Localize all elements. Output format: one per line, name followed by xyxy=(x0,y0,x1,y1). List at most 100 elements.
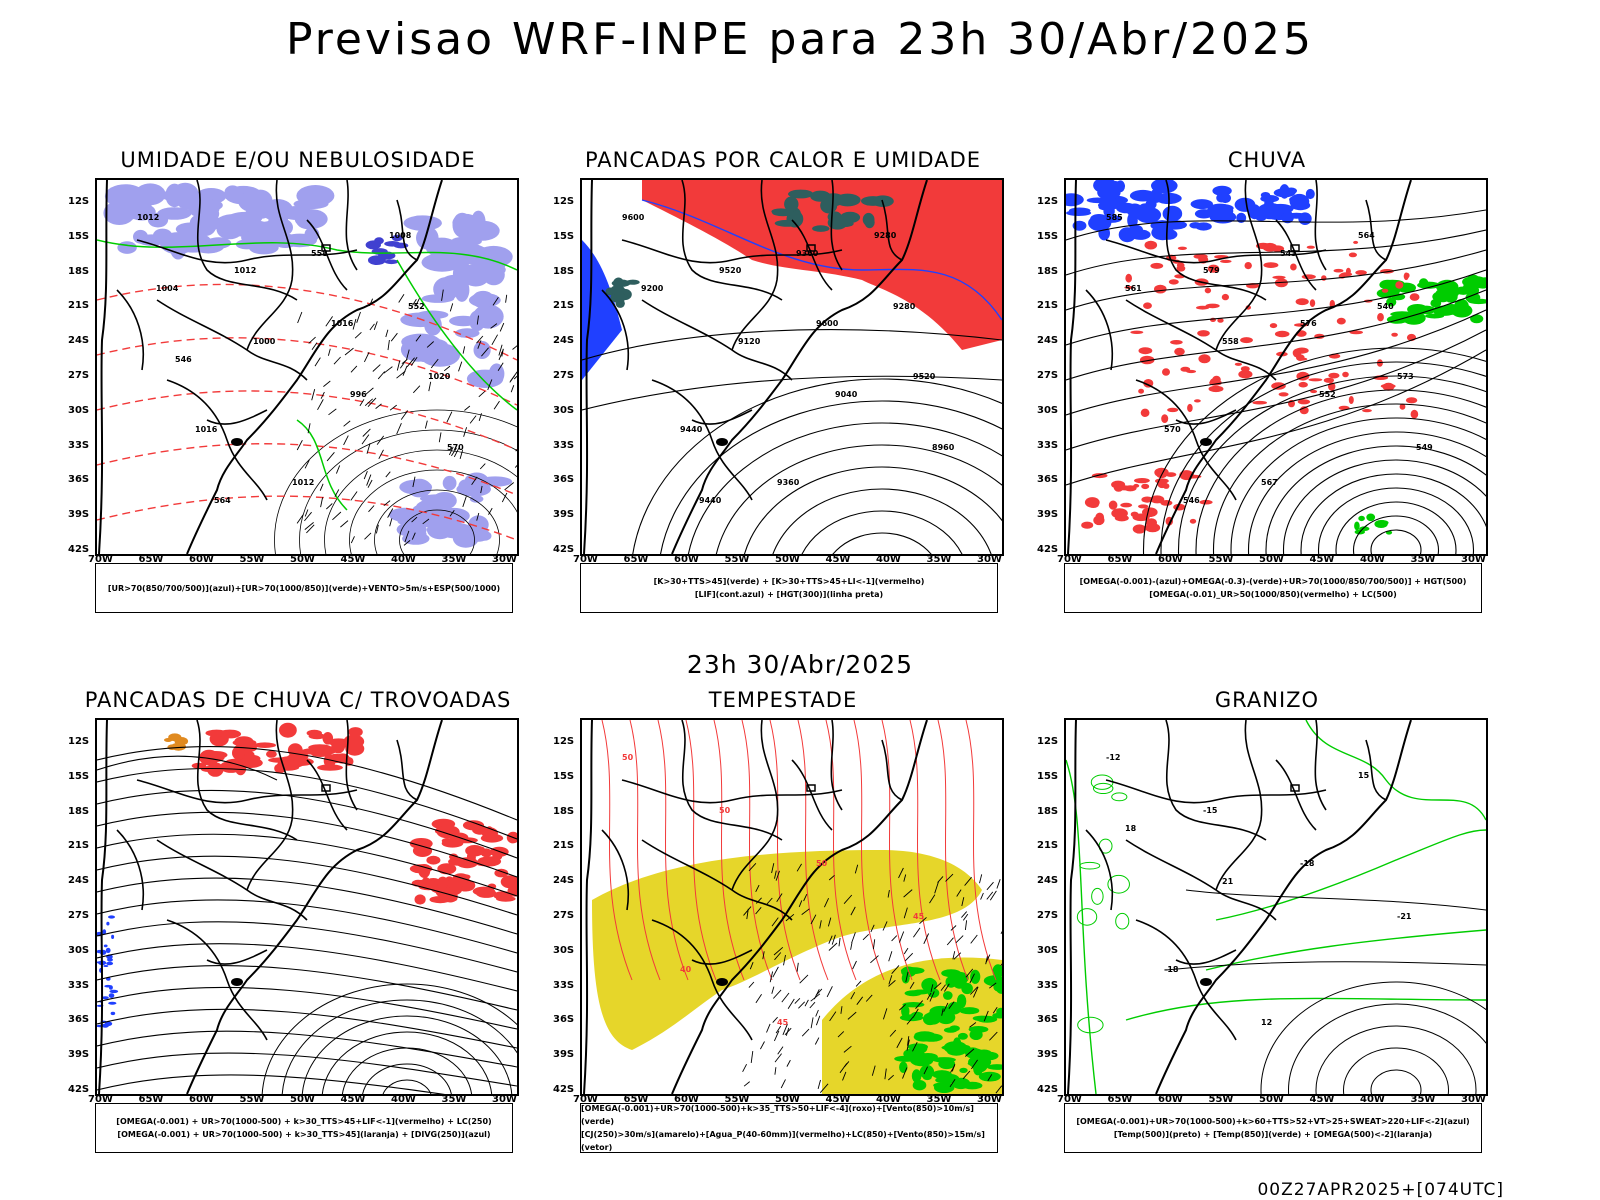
storm-red-north xyxy=(191,722,365,777)
country-borders xyxy=(98,180,443,554)
wind-vector xyxy=(828,874,835,881)
wind-vector xyxy=(297,311,303,324)
latitude-tick-label: 21S xyxy=(68,300,90,312)
rain-red-cell xyxy=(1138,388,1144,394)
temp500-contours-line xyxy=(1343,1047,1449,1094)
wind-vector xyxy=(943,1002,949,1012)
contour-label: 15 xyxy=(1358,771,1370,780)
wind-vector xyxy=(923,1066,929,1075)
storm-red-east-cell xyxy=(409,838,433,850)
contour-label: 9600 xyxy=(622,213,645,222)
wind-vector xyxy=(831,934,836,945)
humidity-upper-south-cell xyxy=(426,520,453,540)
convective-area-green-cell xyxy=(788,189,814,199)
rain-red-cell xyxy=(1204,287,1212,294)
wind-vector xyxy=(852,960,857,970)
wind-vector xyxy=(771,917,779,927)
humidity-upper-east-cell xyxy=(466,369,504,388)
rain-red-cell xyxy=(1125,273,1132,283)
omega-blue-cell xyxy=(1145,199,1157,210)
rain-red-south-cell xyxy=(1117,508,1127,514)
wind-vector xyxy=(411,532,416,540)
wind-vector xyxy=(340,520,349,528)
longitude-tick-label: 55W xyxy=(1208,1094,1234,1105)
wind-vector xyxy=(906,1016,914,1025)
convective-area-west-cell xyxy=(610,285,625,295)
state-border xyxy=(731,180,779,351)
rain-red-cell xyxy=(1174,347,1185,356)
rain-red-south-cell xyxy=(1141,496,1153,503)
wind-vector xyxy=(979,874,983,884)
state-border xyxy=(345,180,358,271)
latitude-tick-label: 18S xyxy=(68,805,90,817)
wind-vector xyxy=(854,864,859,874)
contour-label: 564 xyxy=(1358,231,1375,240)
country-borders xyxy=(1067,720,1412,1094)
wind-vector xyxy=(766,1023,771,1033)
state-border xyxy=(830,720,843,811)
wind-vector xyxy=(471,476,478,485)
wind-vector xyxy=(969,973,975,984)
map-panel: GRANIZO -12 -15 -18 -21 -18 12 15 18 21 12S 15S 18S 2… xyxy=(1037,688,1507,1168)
wind850-green-cell xyxy=(965,1047,981,1059)
hgt300-contours-line xyxy=(632,378,1002,554)
rain-red-south-cell xyxy=(1134,478,1150,484)
wind-vector xyxy=(903,889,913,898)
wind-vector xyxy=(755,907,762,915)
wind-vector xyxy=(320,391,325,399)
contour-label: 561 xyxy=(1125,284,1142,293)
longitude-tick-label: 60W xyxy=(674,1094,699,1105)
humidity-upper-cell xyxy=(117,241,137,254)
state-border xyxy=(641,839,793,921)
streamline xyxy=(97,1030,517,1068)
wind-vector xyxy=(948,1001,955,1009)
rain-red-south-cell xyxy=(1095,512,1105,523)
wind-vector xyxy=(449,509,455,517)
wind-vector xyxy=(430,358,439,369)
rain-red-cell xyxy=(1310,389,1318,394)
rain-red-cell xyxy=(1353,240,1359,244)
legend-line: [UR>70(850/700/500)](azul)+[UR>70(1000/8… xyxy=(107,583,501,593)
omega-blue-cell xyxy=(1162,205,1183,222)
wind-vector xyxy=(387,339,390,351)
panel-title: UMIDADE E/OU NEBULOSIDADE xyxy=(120,148,476,172)
temp500-contours-line xyxy=(1260,981,1486,1094)
streamline xyxy=(97,745,517,821)
wind-vector xyxy=(350,536,355,544)
latitude-tick-label: 36S xyxy=(1037,474,1059,486)
humidity-upper-east-cell xyxy=(473,341,491,359)
wind850-green-cell xyxy=(976,1049,992,1057)
contour-label: 579 xyxy=(1203,266,1220,275)
temp500-contours-line xyxy=(1315,1025,1477,1094)
omega-blue-cell xyxy=(1151,225,1175,241)
rain-red-cell xyxy=(1403,272,1409,281)
contour-label: 9360 xyxy=(796,249,819,258)
wind-vector xyxy=(929,894,936,904)
wind-vector xyxy=(356,311,361,323)
contour-label: 12 xyxy=(1261,1018,1272,1027)
pw-line xyxy=(909,720,941,981)
rain-red-cell xyxy=(1297,399,1311,405)
wind-vector xyxy=(850,906,856,916)
omega-blue-2-cell xyxy=(1281,212,1294,224)
contour-label: 567 xyxy=(1261,478,1278,487)
longitude-tick-label: 65W xyxy=(1107,1094,1133,1105)
wind850-green-cell xyxy=(976,1015,998,1023)
wind-vector xyxy=(972,986,979,998)
wind-vector xyxy=(796,863,802,872)
humidity-upper-east-cell xyxy=(421,253,463,272)
wind-vector xyxy=(410,356,418,366)
latitude-tick-label: 39S xyxy=(553,509,575,521)
legend-line: [OMEGA(-0.01)_UR>50(1000/850)(vermelho) … xyxy=(1149,590,1397,599)
rain-red-cell xyxy=(1139,355,1155,365)
wind-vector xyxy=(865,994,873,1002)
wind-vector xyxy=(402,365,408,376)
wind-vector xyxy=(750,1051,754,1063)
map-canvas: 50 50 50 45 40 45 xyxy=(580,718,1004,1096)
latitude-tick-label: 36S xyxy=(68,474,90,486)
storm-red-north-cell xyxy=(207,762,224,777)
isobars-line xyxy=(399,509,475,554)
omega-blue-cell xyxy=(1097,185,1121,200)
omega-green-cell xyxy=(1419,278,1429,287)
hgt500-contours-line xyxy=(1317,487,1475,554)
